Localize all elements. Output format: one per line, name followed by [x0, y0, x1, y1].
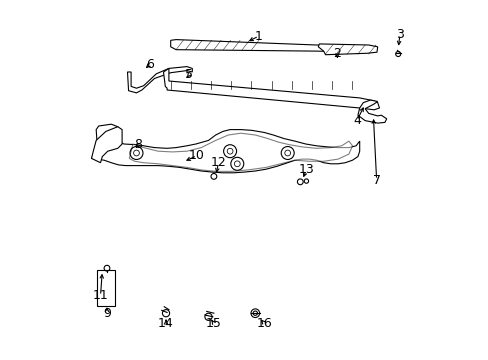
Text: 14: 14	[158, 317, 174, 330]
Text: 2: 2	[333, 47, 341, 60]
Text: 9: 9	[103, 307, 111, 320]
Polygon shape	[170, 40, 363, 52]
Text: 3: 3	[395, 28, 403, 41]
Text: 15: 15	[205, 317, 222, 330]
Text: 4: 4	[352, 114, 360, 127]
Text: 7: 7	[372, 174, 380, 186]
Text: 8: 8	[134, 138, 142, 151]
Polygon shape	[91, 127, 122, 163]
Text: 11: 11	[92, 289, 108, 302]
Polygon shape	[91, 124, 359, 173]
Text: 1: 1	[254, 30, 263, 42]
Polygon shape	[127, 67, 192, 93]
Text: 10: 10	[189, 149, 204, 162]
Polygon shape	[357, 100, 386, 123]
Text: 6: 6	[146, 58, 154, 71]
Text: 13: 13	[298, 163, 314, 176]
Text: 5: 5	[184, 68, 193, 81]
Polygon shape	[318, 44, 377, 55]
Text: 12: 12	[210, 156, 226, 169]
Polygon shape	[163, 68, 379, 110]
Text: 16: 16	[256, 317, 272, 330]
Polygon shape	[129, 133, 352, 171]
FancyBboxPatch shape	[97, 270, 115, 306]
